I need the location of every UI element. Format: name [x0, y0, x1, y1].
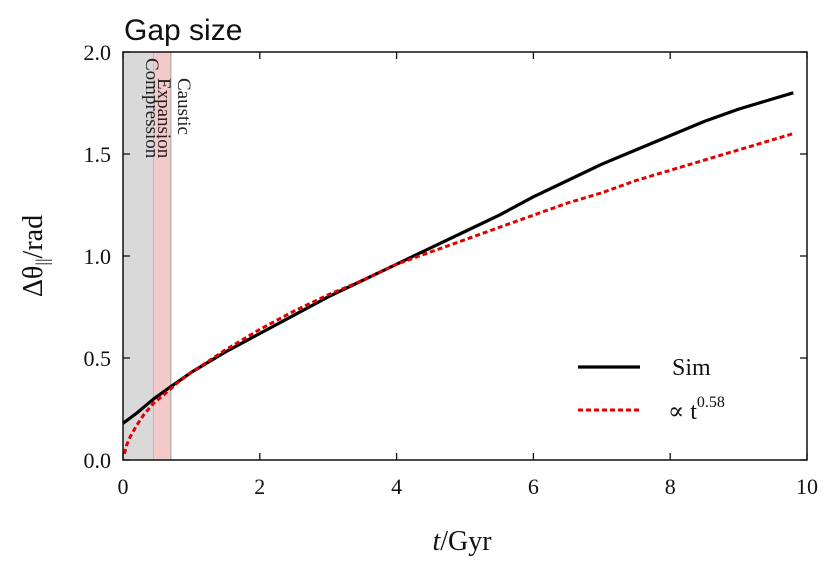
y-tick-label: 1.5 [84, 142, 112, 167]
region-expansion [153, 52, 171, 460]
x-axis-label: t/Gyr [432, 526, 492, 557]
x-tick-label: 0 [118, 474, 129, 499]
legend-label-fit: ∝ t0.58 [668, 394, 725, 425]
legend-label-sim: Sim [672, 355, 711, 381]
region-label-expansion: Expansion [153, 78, 174, 159]
series-lines [122, 91, 794, 455]
shaded-regions [123, 52, 172, 460]
y-tick-label: 2.0 [84, 40, 112, 65]
legend: Sim ∝ t0.58 [578, 355, 725, 425]
region-label-compression: Compression [141, 58, 162, 159]
y-tick-label: 1.0 [84, 244, 112, 269]
x-tick-label: 4 [391, 474, 402, 499]
y-tick-label: 0.5 [84, 346, 112, 371]
series-line-power-law-fit [122, 132, 794, 455]
x-tick-label: 10 [796, 474, 818, 499]
x-tick-label: 2 [254, 474, 265, 499]
x-axis-ticks: 0 2 4 6 8 10 [118, 52, 818, 499]
y-tick-label: 0.0 [84, 448, 112, 473]
y-axis-ticks: 0.0 0.5 1.0 1.5 2.0 [84, 40, 807, 473]
x-tick-label: 8 [665, 474, 676, 499]
chart-title: Gap size [124, 14, 242, 47]
x-tick-label: 6 [528, 474, 539, 499]
y-axis-label: Δθ||/rad [18, 215, 52, 297]
region-labels: Compression Expansion Caustic [141, 58, 194, 159]
region-label-caustic: Caustic [173, 78, 194, 135]
